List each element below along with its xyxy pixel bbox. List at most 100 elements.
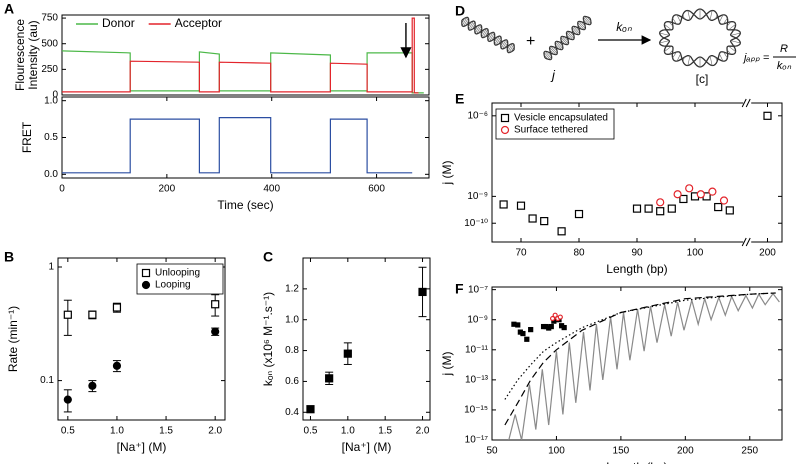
dna-rung (664, 29, 668, 32)
dna-rung (572, 29, 577, 35)
dna-rung (730, 32, 741, 36)
dna-rung (728, 24, 736, 31)
x-tick-label: 1.0 (110, 426, 124, 437)
equation-num: R (780, 43, 788, 55)
point (696, 190, 705, 199)
dna-rung (507, 43, 513, 53)
dna-rung (723, 51, 728, 59)
dna-rung (672, 17, 677, 25)
dna-rung (481, 28, 487, 38)
legend-label: Vesicle encapsulated (514, 113, 608, 124)
dna-rung (730, 40, 741, 44)
dna-rung (558, 41, 563, 47)
y-axis-label: Flourescence (13, 19, 27, 91)
j-label: j (550, 67, 556, 82)
loop-label: [c] (696, 72, 709, 86)
series-line (62, 117, 413, 174)
legend-swatch (141, 280, 151, 290)
series-line (62, 50, 424, 94)
legend-swatch (141, 268, 151, 278)
dna-rung (489, 32, 495, 42)
chart: C 0.4 0.6 0.8 1.0 1.2 0.5 1.0 1.5 2.0 [Na⁺] (M) kₒₙ… (261, 249, 431, 454)
point (632, 204, 642, 213)
point (685, 184, 694, 193)
point (644, 204, 653, 213)
legend-label: Surface tethered (514, 125, 588, 136)
axis-break (745, 237, 751, 247)
legend-label: Acceptor (175, 16, 222, 30)
y-tick-label: 10⁻⁹ (467, 314, 488, 325)
y-tick-label: 1.0 (44, 95, 58, 106)
point (557, 227, 566, 236)
point (540, 217, 549, 226)
point (325, 374, 334, 383)
y-tick-label: 10⁻¹¹ (465, 344, 489, 355)
dna-rung (719, 14, 724, 23)
dna-rung (502, 40, 508, 50)
point (524, 336, 530, 342)
dna-rung (566, 32, 574, 40)
point (673, 190, 682, 199)
x-axis-label: Length (bp) (606, 262, 667, 276)
dna-rung (468, 20, 474, 30)
dna-rung (577, 24, 583, 30)
point (112, 361, 122, 370)
dna-rung (461, 18, 466, 24)
dna-rung (550, 46, 558, 54)
point (88, 310, 97, 319)
diagram: D + j kₒₙ [c] jₐₚₚ = R kₒₙ (455, 3, 796, 86)
dna-strand (658, 9, 742, 68)
y-axis-label: kₒₙ (x10⁶ M⁻¹.s⁻¹) (261, 292, 275, 386)
chart: B 0.1 1 0.5 1.0 1.5 2.0 [Na⁺] (M) Rate (min⁻¹) Un… (4, 249, 226, 454)
dna-rung (468, 21, 472, 28)
x-tick-label: 200 (159, 184, 176, 195)
dna-rung (494, 36, 498, 43)
point (708, 187, 717, 196)
dna-rung (481, 29, 485, 35)
y-tick-label: 10⁻¹⁷ (465, 435, 489, 446)
dna-rung (497, 39, 502, 45)
dna-rung (491, 35, 495, 41)
dna-rung (471, 24, 476, 30)
dna-rung (500, 39, 507, 49)
plot-area (504, 292, 780, 440)
panel-letter: D (455, 3, 465, 19)
series-line (504, 292, 776, 426)
dna-rung (575, 26, 580, 32)
dna-rung (672, 51, 677, 59)
point (574, 209, 584, 219)
y-axis-label: FRET (20, 121, 34, 153)
point (520, 330, 526, 337)
point (679, 194, 688, 204)
dna-rung (465, 20, 469, 26)
legend-swatch (500, 113, 510, 123)
dna-rung (583, 19, 588, 25)
point (549, 315, 556, 322)
plot-area (499, 111, 772, 236)
chart: E 10⁻¹⁰ 10⁻⁹ 10⁻⁶ 70 80 90 100 200 Length (bp) j (… (440, 91, 783, 276)
axis-break (741, 98, 747, 108)
y-tick-label: 1.2 (285, 283, 299, 294)
y-tick-label: 0 (52, 90, 58, 101)
legend-box (495, 108, 615, 140)
chart: A 0 250 500 750 Flourescence Intensity (au) Don… (4, 1, 430, 101)
x-tick-label: 400 (263, 184, 280, 195)
point (548, 323, 554, 330)
dna-rung (723, 17, 728, 25)
dna-rung (544, 51, 552, 59)
dna-rung (676, 53, 681, 62)
dna-rung (474, 25, 479, 31)
dna-rung (482, 29, 489, 38)
dna-rung (567, 31, 575, 39)
x-tick-label: 1.5 (159, 426, 173, 437)
dna-rung (573, 26, 580, 34)
point (211, 300, 220, 309)
dna-rung (668, 21, 674, 27)
point (88, 381, 97, 390)
point (714, 202, 723, 212)
point (112, 303, 122, 312)
point (667, 204, 676, 213)
dna-rung (682, 14, 685, 19)
dna-rung (500, 40, 505, 46)
